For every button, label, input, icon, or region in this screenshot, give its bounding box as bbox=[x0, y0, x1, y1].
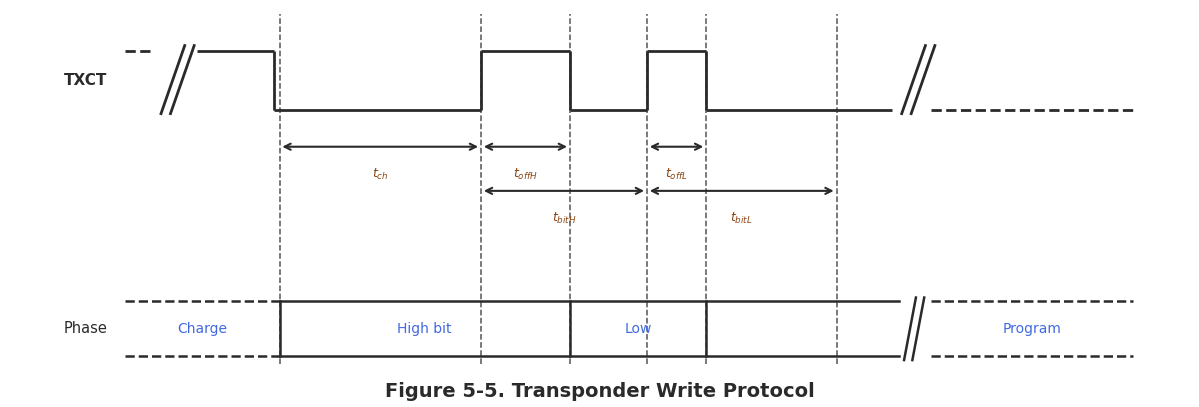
Text: High bit: High bit bbox=[397, 322, 452, 336]
Text: Figure 5-5. Transponder Write Protocol: Figure 5-5. Transponder Write Protocol bbox=[385, 382, 814, 401]
Text: TXCT: TXCT bbox=[65, 73, 108, 88]
Text: Program: Program bbox=[1002, 322, 1061, 336]
Text: $t_{ch}$: $t_{ch}$ bbox=[372, 167, 388, 182]
Text: $t_{bitL}$: $t_{bitL}$ bbox=[730, 211, 753, 226]
Text: $t_{bitH}$: $t_{bitH}$ bbox=[552, 211, 577, 226]
Text: Low: Low bbox=[625, 322, 652, 336]
Text: Charge: Charge bbox=[177, 322, 228, 336]
Text: $t_{offL}$: $t_{offL}$ bbox=[665, 167, 688, 182]
Text: Phase: Phase bbox=[64, 321, 108, 336]
Text: $t_{offH}$: $t_{offH}$ bbox=[513, 167, 538, 182]
